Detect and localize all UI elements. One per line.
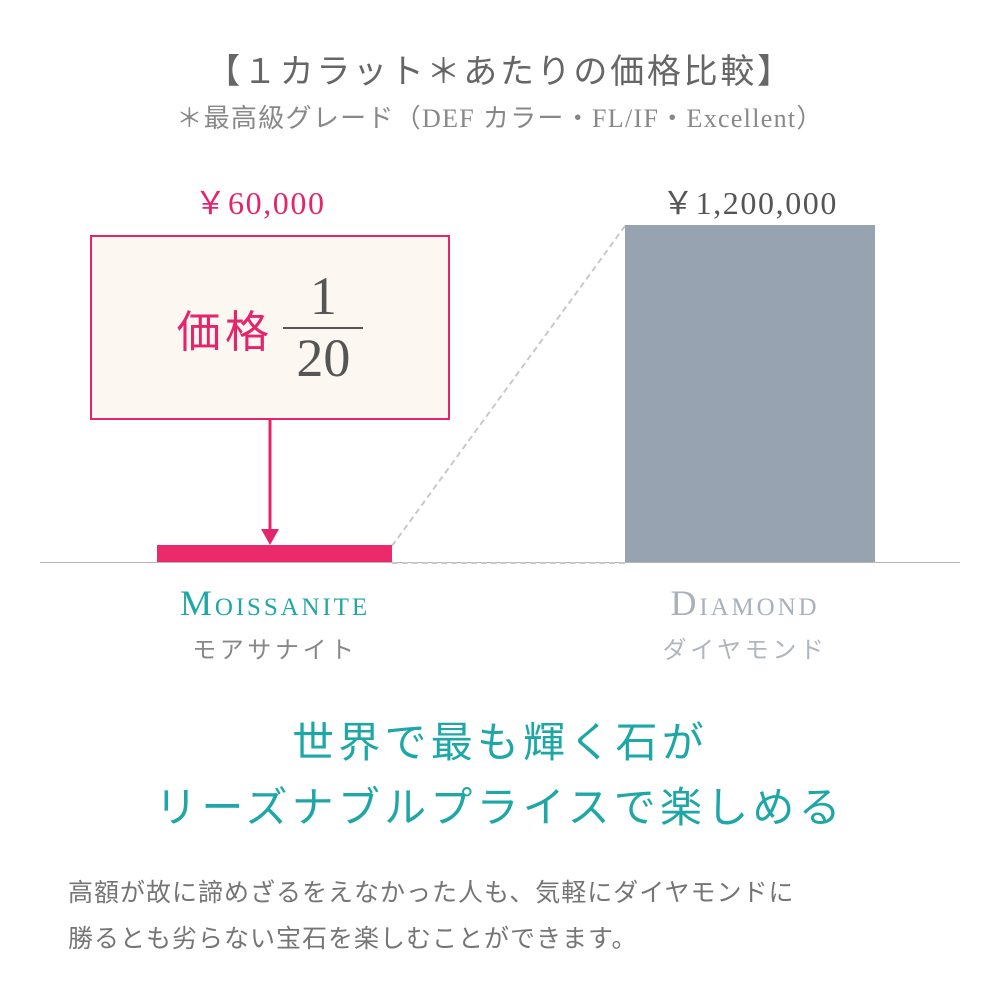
callout-arrow-icon [258, 420, 282, 545]
category-ja-moissanite: モアサナイト [90, 630, 460, 665]
price-fraction: 120 [283, 267, 363, 388]
chart-title: 【１カラット＊あたりの価格比較】 [0, 44, 1000, 93]
connector-line-1 [392, 562, 625, 564]
price-label-diamond: ￥1,200,000 [590, 178, 910, 224]
callout-label: 価格 [177, 296, 274, 360]
headline-line2: リーズナブルプライスで楽しめる [0, 777, 1000, 842]
fraction-numerator: 1 [310, 267, 337, 326]
body-line2: 勝るとも劣らない宝石を楽しむことができます。 [68, 916, 795, 962]
body-text: 高額が故に諦めざるをえなかった人も、気軽にダイヤモンドに勝るとも劣らない宝石を楽… [68, 870, 795, 963]
price-label-moissanite: ￥60,000 [120, 178, 400, 224]
body-line1: 高額が故に諦めざるをえなかった人も、気軽にダイヤモンドに [68, 870, 795, 916]
category-ja-diamond: ダイヤモンド [560, 630, 930, 665]
category-en-diamond: Diamond [560, 582, 930, 624]
fraction-denominator: 20 [296, 329, 350, 388]
category-en-moissanite: Moissanite [90, 582, 460, 624]
headline-line1: 世界で最も輝く石が [0, 712, 1000, 777]
headline: 世界で最も輝く石がリーズナブルプライスで楽しめる [0, 712, 1000, 842]
chart-subtitle: ＊最高級グレード（DEF カラー・FL/IF・Excellent） [0, 98, 1000, 135]
bar-moissanite [157, 545, 392, 562]
bar-diamond [625, 225, 875, 562]
price-ratio-callout: 価格120 [90, 235, 450, 420]
